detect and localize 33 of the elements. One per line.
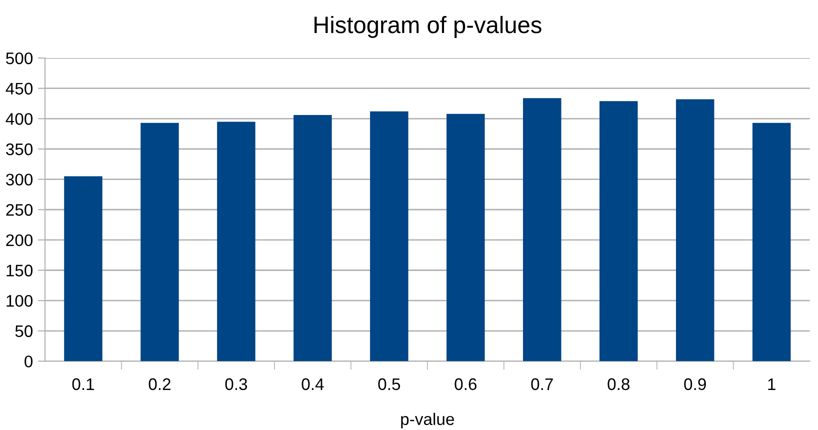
y-tick-label: 300 [6, 174, 33, 186]
bar [140, 122, 179, 362]
x-tick-label: 0.4 [302, 378, 324, 390]
bar [523, 98, 562, 362]
x-tick-label: 0.9 [684, 378, 706, 390]
bar [599, 101, 638, 362]
bar [294, 115, 332, 362]
bar [370, 111, 408, 362]
bar [64, 176, 102, 362]
x-tick-label: 0.8 [608, 378, 630, 390]
x-tick-label: 0.5 [378, 378, 400, 390]
x-axis-title: p-value [401, 412, 454, 428]
bar [676, 99, 714, 362]
x-tick-label: 0.7 [531, 378, 553, 390]
x-tick-label: 0.1 [72, 378, 94, 390]
bar [446, 114, 485, 362]
bar [217, 122, 256, 362]
y-tick-label: 150 [6, 264, 33, 276]
y-tick-label: 50 [15, 325, 33, 338]
bar [752, 122, 791, 362]
y-tick-label: 500 [6, 52, 33, 64]
y-tick-label: 400 [6, 113, 33, 125]
x-tick-label: 0.3 [225, 378, 248, 390]
y-tick-label: 450 [6, 82, 33, 95]
y-tick-label: 350 [6, 143, 33, 156]
y-tick-label: 200 [6, 234, 33, 246]
x-tick-label: 1 [768, 378, 776, 390]
y-tick-label: 250 [6, 204, 33, 216]
x-tick-label: 0.2 [148, 378, 170, 390]
x-tick-label: 0.6 [454, 378, 476, 390]
y-tick-label: 100 [6, 294, 33, 307]
chart-title: Histogram of p-values [314, 16, 542, 38]
y-tick-label: 0 [24, 356, 33, 368]
